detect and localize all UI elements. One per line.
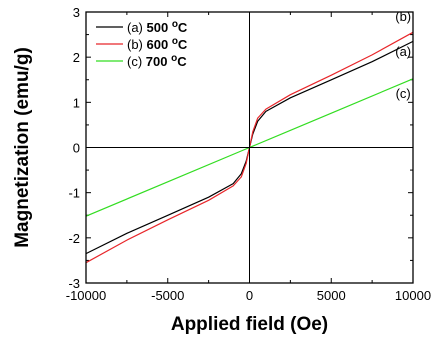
legend-label-b: (b) 600 oC xyxy=(127,36,188,52)
tick-labels: -10000 -5000 0 5000 10000 -3 -2 -1 0 1 2 3 xyxy=(66,5,431,303)
legend-label-a: (a) 500 oC xyxy=(127,19,188,35)
curve-labels: (b) (a) (c) xyxy=(395,9,411,101)
y-tick-label: 1 xyxy=(73,95,80,110)
legend-label-c: (c) 700 oC xyxy=(127,53,187,69)
y-tick-label: -3 xyxy=(68,276,80,291)
curve-label-c: (c) xyxy=(396,86,411,101)
y-tick-label: -1 xyxy=(68,186,80,201)
y-tick-label: 2 xyxy=(73,50,80,65)
legend: (a) 500 oC(b) 600 oC(c) 700 oC xyxy=(96,19,188,69)
plot-frame xyxy=(85,11,414,284)
x-tick-label: 0 xyxy=(246,288,253,303)
y-axis-title: Magnetization (emu/g) xyxy=(12,47,33,248)
curve-label-b: (b) xyxy=(395,9,411,24)
x-tick-label: -5000 xyxy=(151,288,184,303)
x-axis-title: Applied field (Oe) xyxy=(171,314,328,335)
y-tick-label: 3 xyxy=(73,5,80,20)
x-tick-label: -10000 xyxy=(66,288,106,303)
y-tick-label: -2 xyxy=(68,231,80,246)
curve-label-a: (a) xyxy=(395,44,411,59)
y-tick-label: 0 xyxy=(73,141,80,156)
x-tick-label: 5000 xyxy=(317,288,346,303)
x-tick-label: 10000 xyxy=(395,288,431,303)
